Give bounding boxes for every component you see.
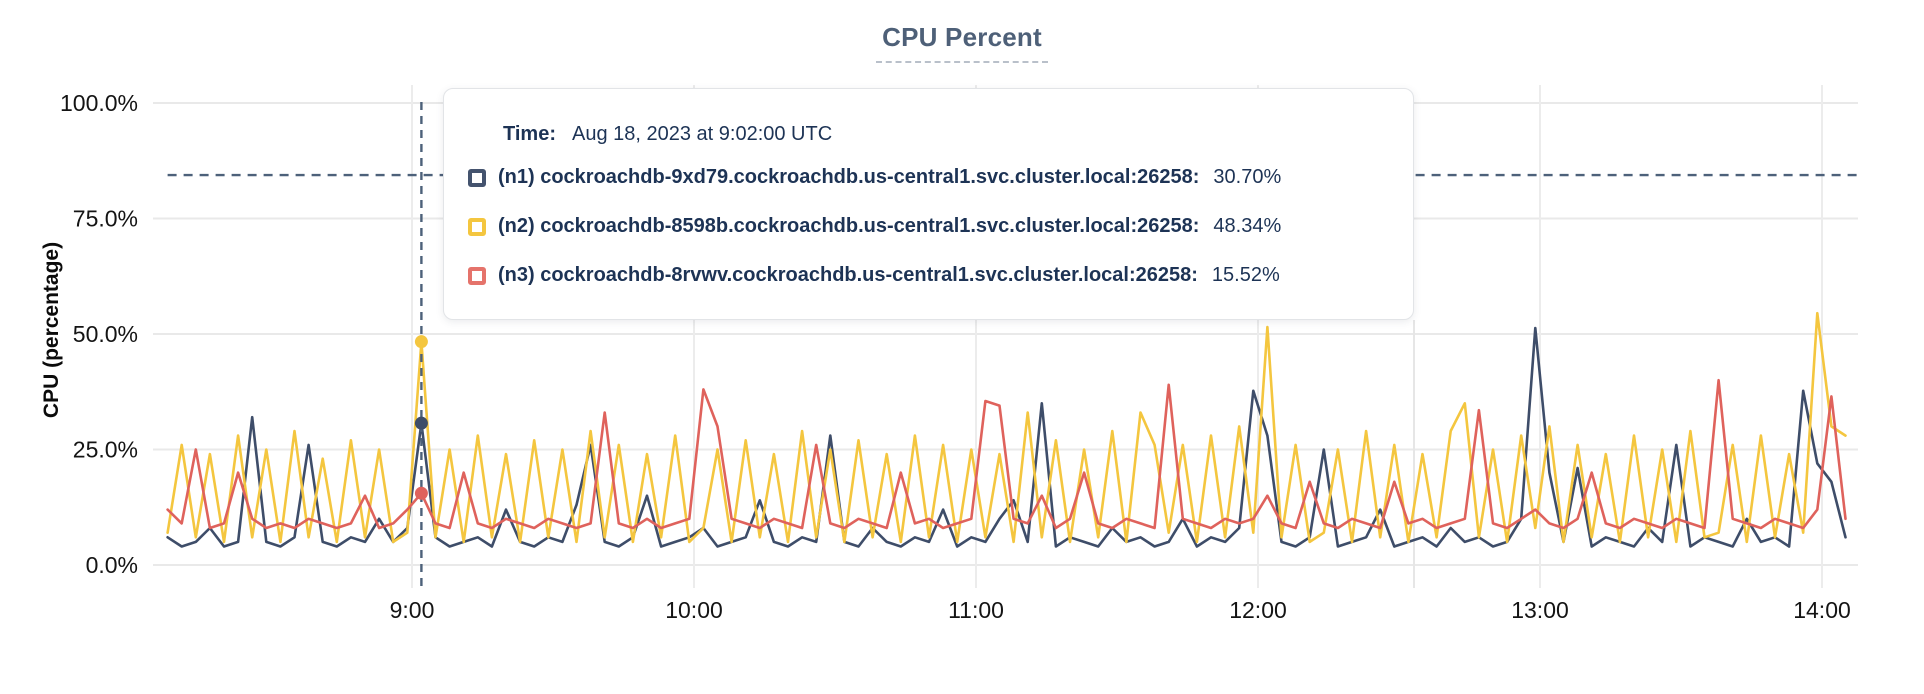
series-n1-value: 30.70% <box>1213 166 1282 188</box>
tooltip-time-label: Time: <box>503 123 556 145</box>
hover-marker-n1 <box>414 416 428 430</box>
y-tick-label: 0.0% <box>86 552 138 578</box>
series-n1-swatch-icon <box>468 168 486 187</box>
x-tick-label: 9:00 <box>390 597 435 623</box>
tooltip-series-row-n3: (n3) cockroachdb-8rvwv.cockroachdb.us-ce… <box>468 262 1389 289</box>
series-n3-label: (n3) cockroachdb-8rvwv.cockroachdb.us-ce… <box>498 264 1198 286</box>
x-tick-label: 12:00 <box>1229 597 1287 623</box>
y-axis-title: CPU (percentage) <box>40 242 63 418</box>
hover-marker-n3 <box>414 486 428 500</box>
y-tick-label: 50.0% <box>73 321 138 347</box>
y-tick-label: 25.0% <box>73 437 138 463</box>
y-tick-label: 75.0% <box>73 206 138 232</box>
x-tick-label: 13:00 <box>1511 597 1569 623</box>
chart-tooltip: Time: Aug 18, 2023 at 9:02:00 UTC (n1) co… <box>443 88 1414 320</box>
series-n2-swatch-icon <box>468 217 486 236</box>
tooltip-series-row-n2: (n2) cockroachdb-8598b.cockroachdb.us-ce… <box>468 213 1389 240</box>
series-line-n3 <box>166 378 1847 530</box>
series-n3-value: 15.52% <box>1211 264 1280 286</box>
hover-marker-n2 <box>414 335 428 349</box>
x-tick-label: 14:00 <box>1793 597 1851 623</box>
series-n2-label: (n2) cockroachdb-8598b.cockroachdb.us-ce… <box>498 215 1200 237</box>
x-tick-label: 11:00 <box>948 597 1004 623</box>
chart-header: CPU Percent <box>0 22 1924 63</box>
y-tick-label: 100.0% <box>60 90 138 116</box>
x-tick-label: 10:00 <box>665 597 723 623</box>
series-n1-label: (n1) cockroachdb-9xd79.cockroachdb.us-ce… <box>498 166 1200 188</box>
tooltip-time-value: Aug 18, 2023 at 9:02:00 UTC <box>571 123 833 145</box>
series-n3-swatch-icon <box>468 266 486 285</box>
series-n2-value: 48.34% <box>1213 215 1282 237</box>
tooltip-series-row-n1: (n1) cockroachdb-9xd79.cockroachdb.us-ce… <box>468 164 1389 191</box>
tooltip-time-row: Time: Aug 18, 2023 at 9:02:00 UTC <box>503 123 1389 146</box>
page-title: CPU Percent <box>876 22 1048 63</box>
